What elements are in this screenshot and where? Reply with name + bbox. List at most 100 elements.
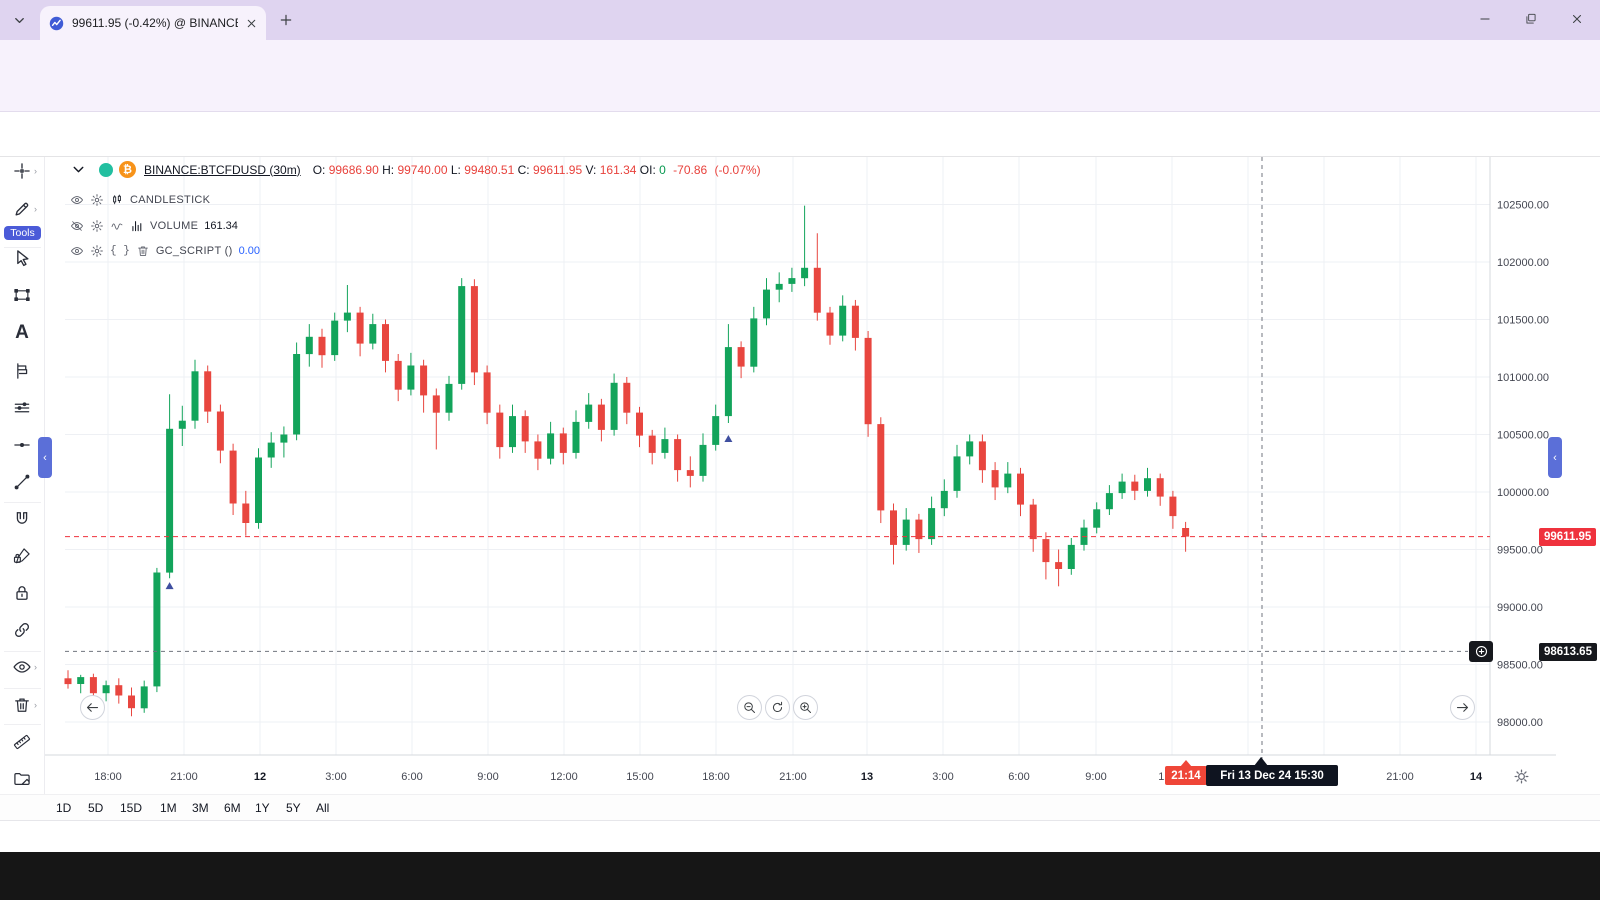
scroll-right-button[interactable]	[1450, 695, 1475, 720]
indicator-row-gcscript[interactable]: { } GC_SCRIPT () 0.00	[70, 244, 260, 258]
window-restore-button[interactable]	[1508, 0, 1554, 38]
range-1d-button[interactable]: 1D	[56, 801, 72, 815]
range-1y-button[interactable]: 1Y	[255, 801, 270, 815]
svg-text:6:00: 6:00	[401, 771, 422, 783]
magnet-tool-icon[interactable]	[12, 509, 32, 529]
visibility-eye-icon[interactable]	[70, 244, 84, 258]
crosshair-price-tag: 98613.65	[1533, 643, 1597, 661]
svg-text:98500.00: 98500.00	[1497, 660, 1543, 672]
range-5d-button[interactable]: 5D	[88, 801, 104, 815]
zoom-reset-button[interactable]	[765, 695, 790, 720]
svg-text:100500.00: 100500.00	[1497, 430, 1549, 442]
range-15d-button[interactable]: 15D	[120, 801, 143, 815]
svg-text:3:00: 3:00	[932, 771, 953, 783]
indicator-row-volume[interactable]: VOLUME 161.34	[70, 219, 238, 233]
site-favicon	[48, 15, 65, 32]
lock-tool-icon[interactable]	[12, 583, 32, 603]
window-close-button[interactable]	[1554, 0, 1600, 38]
delete-indicator-icon[interactable]	[136, 244, 150, 258]
bookmarks-bar: All Bookmarks	[0, 83, 1600, 188]
chart-area[interactable]: 102500.00 102000.00 101500.00 101000.00 1005…	[38, 157, 1600, 818]
buy-signal-marker	[165, 582, 174, 590]
svg-text:6:00: 6:00	[1008, 771, 1029, 783]
svg-text:21:00: 21:00	[1386, 771, 1414, 783]
expander-chevron-icon[interactable]: ›	[34, 204, 37, 214]
link-tool-icon[interactable]	[12, 620, 32, 640]
chart-legend-main: ₿ BINANCE:BTCFDUSD (30m) O: 99686.90 H: …	[70, 161, 761, 178]
expander-chevron-icon[interactable]: ›	[34, 166, 37, 176]
trash-tool-icon[interactable]	[12, 695, 32, 715]
svg-text:99000.00: 99000.00	[1497, 602, 1543, 614]
pencil-tool-icon[interactable]	[12, 199, 32, 219]
indicator-label: CANDLESTICK	[130, 194, 211, 206]
range-all-button[interactable]: All	[316, 801, 330, 815]
crosshair-plus-button[interactable]	[1469, 641, 1493, 662]
drawing-tools-sidebar: › › A › › Tools	[0, 157, 45, 818]
braces-icon: { }	[110, 245, 130, 257]
indicator-settings-icon[interactable]	[90, 193, 104, 207]
indicator-label: GC_SCRIPT ()	[155, 245, 233, 257]
new-tab-icon[interactable]	[278, 12, 294, 28]
expander-chevron-icon[interactable]: ›	[34, 662, 37, 672]
volume-bars-icon	[130, 219, 144, 233]
countdown-pointer	[1180, 760, 1192, 767]
svg-text:3:00: 3:00	[325, 771, 346, 783]
indicator-label: VOLUME	[150, 220, 199, 232]
indicator-row-candlestick[interactable]: CANDLESTICK	[70, 193, 210, 207]
legend-collapse-icon[interactable]	[70, 161, 87, 178]
text-tool-icon[interactable]: A	[15, 322, 29, 343]
ruler-tool-icon[interactable]	[12, 732, 32, 752]
tab-search-icon[interactable]	[12, 13, 27, 28]
browser-tabstrip: 99611.95 (-0.42%) @ BINANCE:	[0, 0, 1600, 40]
svg-text:9:00: 9:00	[1085, 771, 1106, 783]
right-panel-collapse-tab[interactable]: ‹	[1548, 437, 1562, 478]
range-3m-button[interactable]: 3M	[192, 801, 209, 815]
svg-text:15:00: 15:00	[626, 771, 654, 783]
draw-lock-tool-icon[interactable]	[12, 546, 32, 566]
range-1m-button[interactable]: 1M	[160, 801, 177, 815]
scroll-left-button[interactable]	[80, 695, 105, 720]
svg-text:102000.00: 102000.00	[1497, 257, 1549, 269]
rect-select-tool-icon[interactable]	[12, 285, 32, 305]
buy-signal-marker	[724, 434, 733, 442]
folder-edit-tool-icon[interactable]	[12, 769, 32, 789]
expander-chevron-icon[interactable]: ›	[34, 700, 37, 710]
range-6m-button[interactable]: 6M	[224, 801, 241, 815]
visibility-eye-off-icon[interactable]	[70, 219, 84, 233]
legend-symbol-link[interactable]: BINANCE:BTCFDUSD (30m)	[144, 162, 301, 177]
horizontal-line-tool-icon[interactable]	[12, 435, 32, 455]
connection-status-dot	[99, 162, 113, 177]
svg-text:18:00: 18:00	[702, 771, 730, 783]
left-panel-collapse-tab[interactable]: ‹	[38, 437, 52, 478]
trend-line-tool-icon[interactable]	[12, 472, 32, 492]
crosshair-tool-icon[interactable]	[12, 161, 32, 181]
indicator-settings-icon[interactable]	[90, 219, 104, 233]
legend-ohlc: O: 99686.90 H: 99740.00 L: 99480.51 C: 9…	[312, 162, 761, 177]
svg-text:102500.00: 102500.00	[1497, 200, 1549, 212]
chart-canvas[interactable]: 102500.00 102000.00 101500.00 101000.00 1005…	[45, 157, 1600, 790]
cursor-tool-icon[interactable]	[12, 248, 32, 268]
zoom-out-button[interactable]	[737, 695, 762, 720]
windows-taskbar: Search 23°C Mostly cloudy 12:38 PM	[0, 852, 1600, 900]
svg-text:100000.00: 100000.00	[1497, 487, 1549, 499]
indicator-value: 0.00	[238, 245, 260, 257]
browser-tab[interactable]: 99611.95 (-0.42%) @ BINANCE:	[40, 6, 266, 40]
window-minimize-button[interactable]	[1462, 0, 1508, 38]
indicator-value: 161.34	[204, 220, 238, 232]
zoom-in-button[interactable]	[793, 695, 818, 720]
pattern-tool-icon[interactable]	[12, 361, 32, 381]
crosshair-time-tag: Fri 13 Dec 24 15:30	[1206, 765, 1338, 786]
svg-text:101500.00: 101500.00	[1497, 315, 1549, 327]
tab-close-icon[interactable]	[245, 17, 258, 30]
svg-text:9:00: 9:00	[477, 771, 498, 783]
range-5y-button[interactable]: 5Y	[286, 801, 301, 815]
indicator-settings-icon[interactable]	[90, 244, 104, 258]
visibility-eye-icon[interactable]	[70, 193, 84, 207]
theme-sun-icon[interactable]	[1512, 767, 1531, 786]
parallel-lines-tool-icon[interactable]	[12, 398, 32, 418]
eye-tool-icon[interactable]	[12, 657, 32, 677]
svg-text:101000.00: 101000.00	[1497, 372, 1549, 384]
svg-text:14: 14	[1470, 771, 1483, 783]
candles-layer	[64, 205, 1190, 717]
